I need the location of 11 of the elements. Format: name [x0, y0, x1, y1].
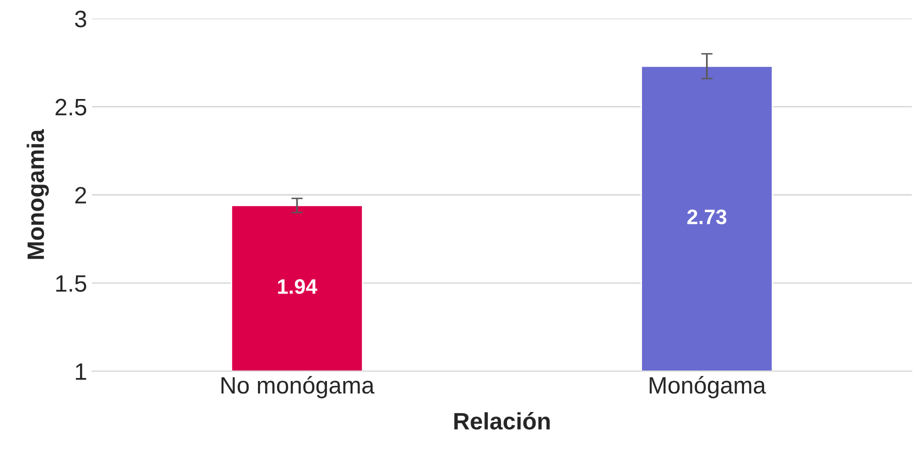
y-tick-label: 3 — [75, 10, 86, 28]
x-axis-title: Relación — [454, 412, 550, 430]
data-label: 1.94 — [278, 279, 318, 294]
x-tick-label: Monógama — [650, 376, 766, 398]
y-tick-label: 1.5 — [56, 275, 86, 292]
y-axis-title: Monogamia — [26, 129, 49, 259]
x-tick-label: No monógama — [222, 376, 374, 398]
data-label: 2.73 — [687, 210, 726, 224]
y-tick-label: 2 — [75, 186, 86, 204]
y-tick-label: 1 — [76, 364, 86, 380]
y-tick-label: 2.5 — [56, 98, 86, 116]
